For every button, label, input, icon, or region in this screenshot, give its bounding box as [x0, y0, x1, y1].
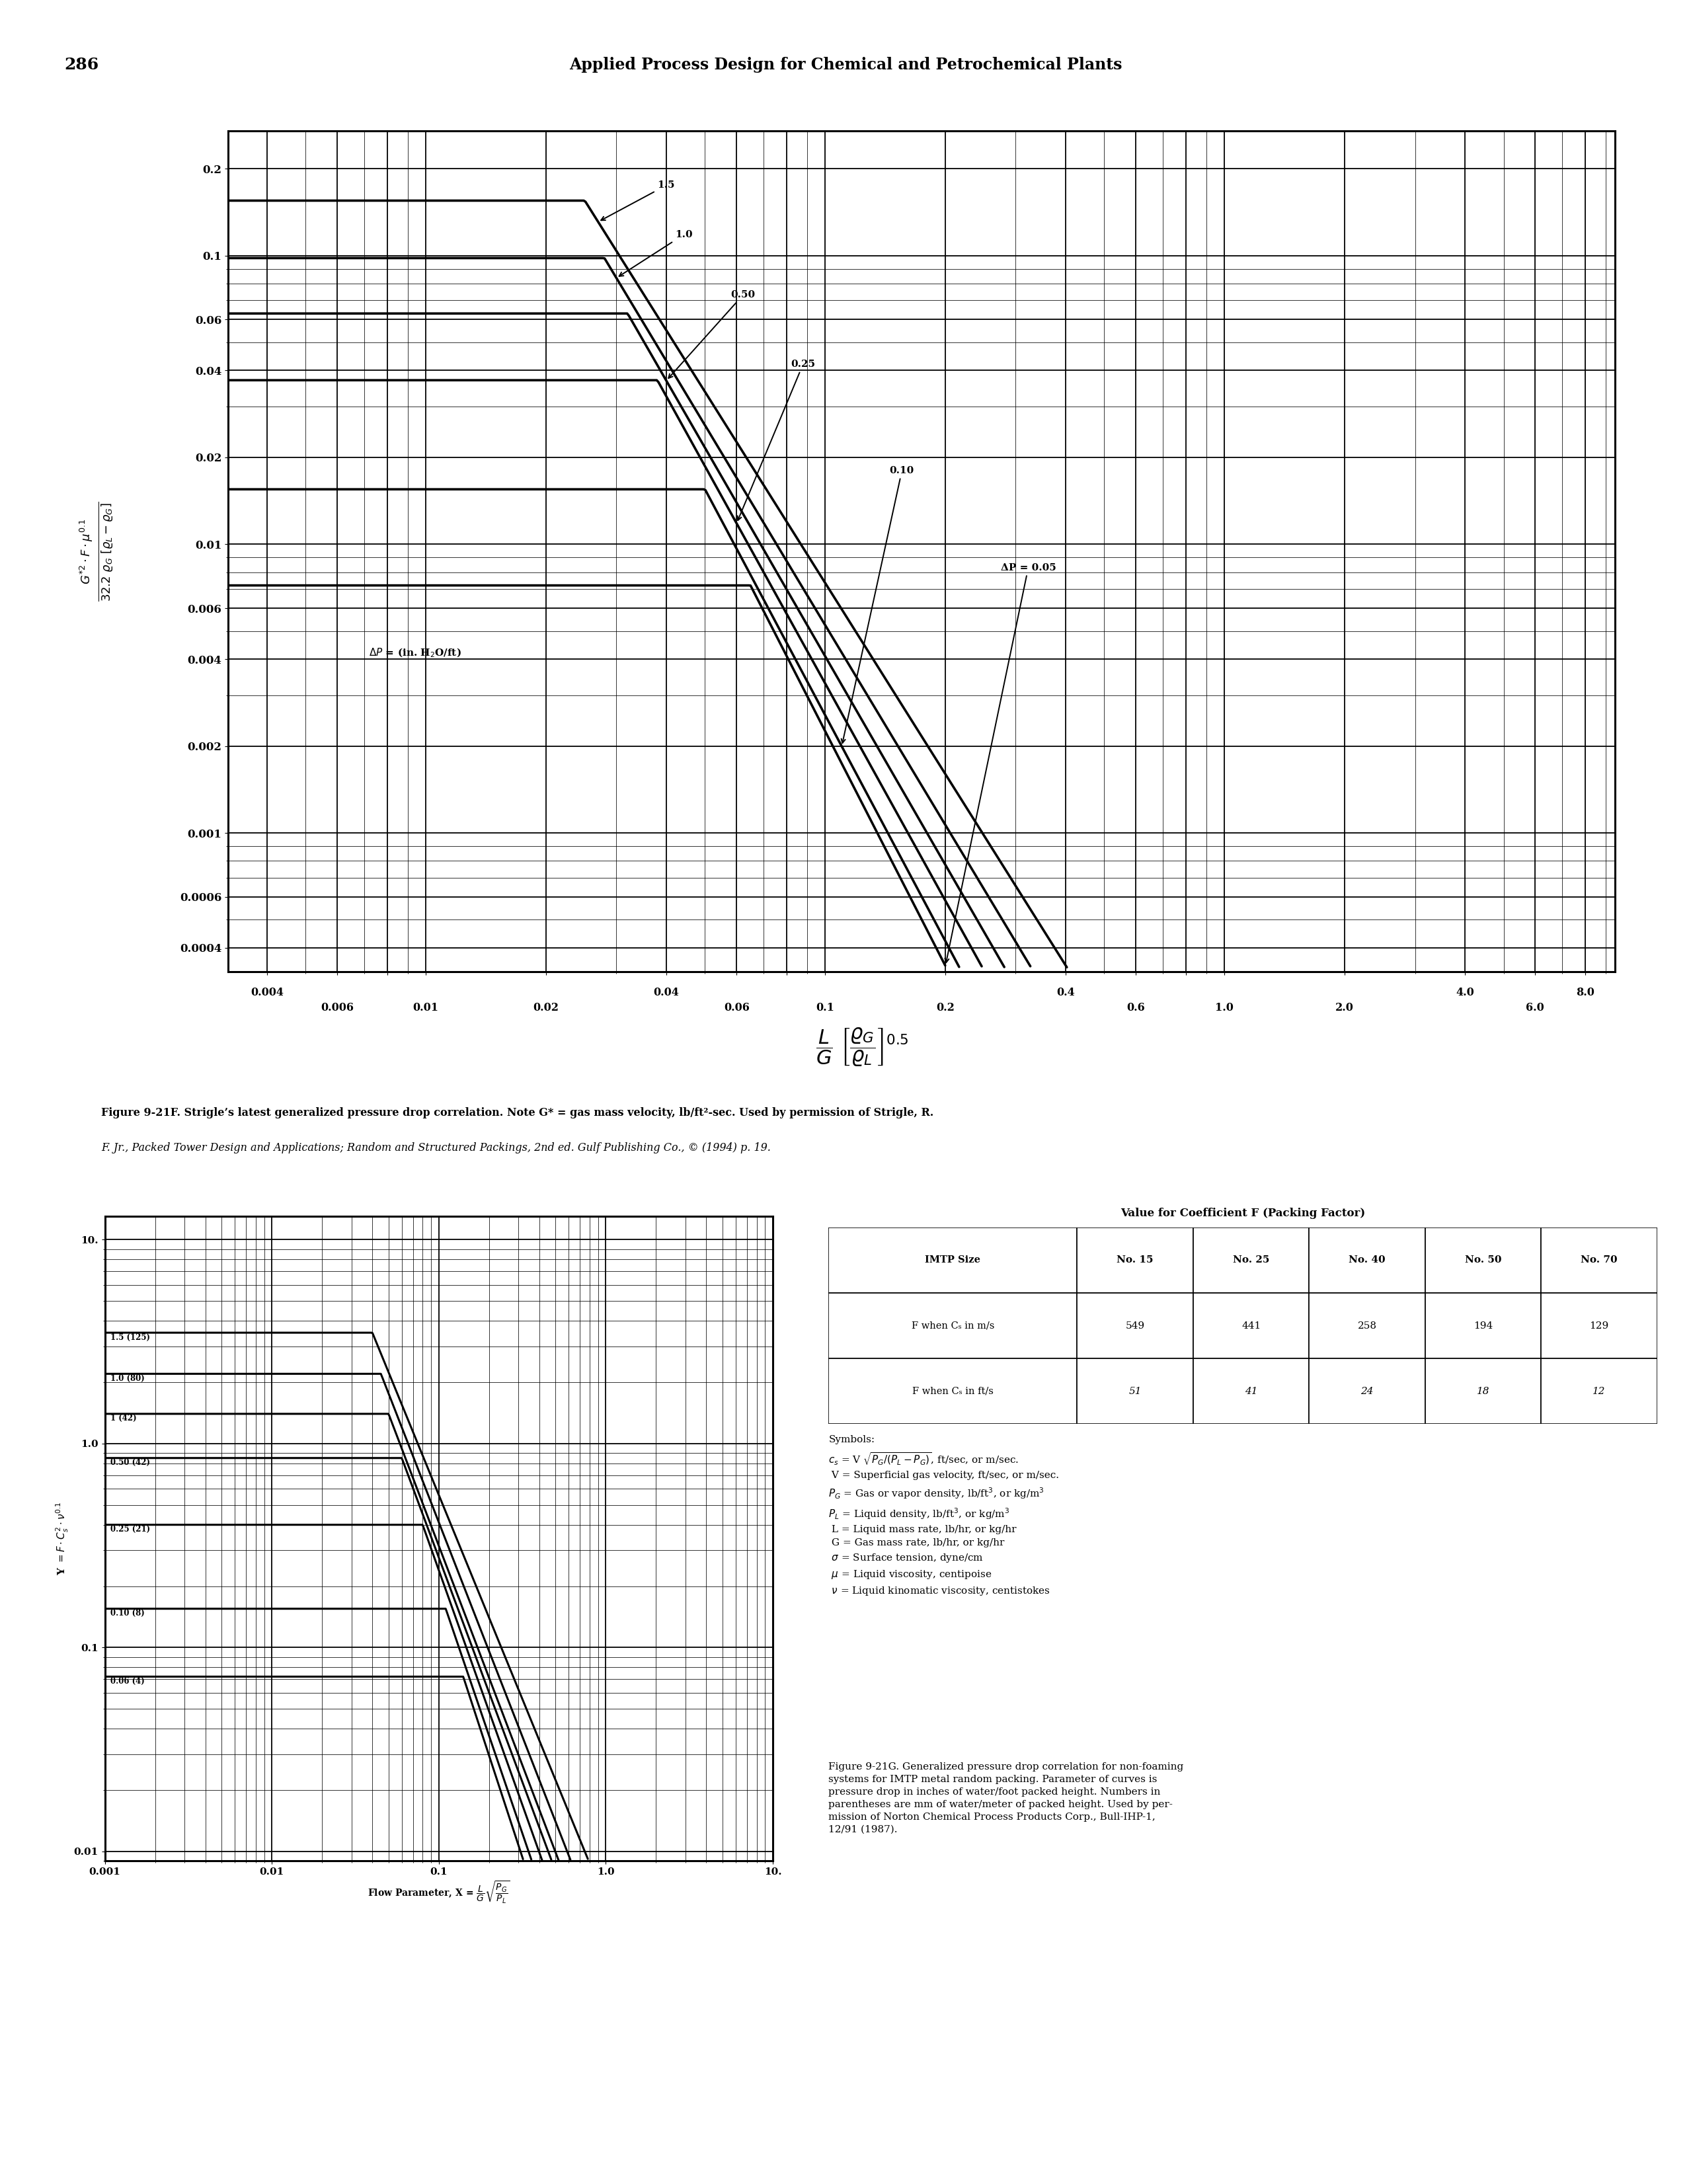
Text: 549: 549 [1126, 1321, 1145, 1330]
Text: 1.0: 1.0 [1216, 1002, 1234, 1013]
FancyBboxPatch shape [1426, 1227, 1541, 1293]
Text: Figure 9-21F. Strigle’s latest generalized pressure drop correlation. Note G* = : Figure 9-21F. Strigle’s latest generaliz… [101, 1107, 933, 1118]
FancyBboxPatch shape [1194, 1293, 1309, 1358]
FancyBboxPatch shape [1309, 1227, 1426, 1293]
Text: 0.4: 0.4 [1057, 987, 1075, 998]
FancyBboxPatch shape [1541, 1227, 1657, 1293]
Text: 1 (42): 1 (42) [110, 1413, 137, 1422]
Text: 194: 194 [1473, 1321, 1493, 1330]
Text: 12: 12 [1593, 1387, 1606, 1396]
Text: 41: 41 [1245, 1387, 1258, 1396]
Text: 6.0: 6.0 [1525, 1002, 1544, 1013]
FancyBboxPatch shape [829, 1293, 1077, 1358]
Text: 0.1: 0.1 [817, 1002, 834, 1013]
Text: 0.06 (4): 0.06 (4) [110, 1677, 145, 1686]
Text: $G^{*2}\cdot F\cdot\mu^{0.1}$
$\overline{32.2\ \varrho_G\ [\varrho_L-\varrho_G]}: $G^{*2}\cdot F\cdot\mu^{0.1}$ $\overline… [79, 502, 115, 601]
Text: 0.50 (42): 0.50 (42) [110, 1459, 150, 1468]
Text: 0.50: 0.50 [668, 290, 756, 378]
Text: 1.0 (80): 1.0 (80) [110, 1374, 145, 1382]
Text: F. Jr., Packed Tower Design and Applications; Random and Structured Packings, 2n: F. Jr., Packed Tower Design and Applicat… [101, 1142, 771, 1153]
Text: 2.0: 2.0 [1336, 1002, 1354, 1013]
FancyBboxPatch shape [1426, 1358, 1541, 1424]
Text: 0.25: 0.25 [737, 360, 815, 520]
FancyBboxPatch shape [829, 1358, 1077, 1424]
FancyBboxPatch shape [1077, 1358, 1194, 1424]
Y-axis label: Y $= F\cdot C_s^2\cdot\nu^{0.1}$: Y $= F\cdot C_s^2\cdot\nu^{0.1}$ [54, 1503, 69, 1575]
Text: No. 70: No. 70 [1581, 1256, 1618, 1265]
Text: No. 25: No. 25 [1233, 1256, 1270, 1265]
Text: Value for Coefficient F (Packing Factor): Value for Coefficient F (Packing Factor) [1121, 1208, 1365, 1219]
Text: 0.006: 0.006 [321, 1002, 353, 1013]
FancyBboxPatch shape [1194, 1227, 1309, 1293]
Text: No. 50: No. 50 [1464, 1256, 1502, 1265]
FancyBboxPatch shape [1077, 1227, 1194, 1293]
Text: 1.0: 1.0 [619, 229, 692, 275]
Text: No. 40: No. 40 [1349, 1256, 1385, 1265]
Text: 0.04: 0.04 [653, 987, 680, 998]
Text: 0.6: 0.6 [1126, 1002, 1145, 1013]
X-axis label: Flow Parameter, X = $\dfrac{L}{G}\sqrt{\dfrac{P_G}{P_L}}$: Flow Parameter, X = $\dfrac{L}{G}\sqrt{\… [367, 1880, 511, 1904]
Text: 0.10: 0.10 [842, 465, 915, 743]
Text: F when Cₛ in m/s: F when Cₛ in m/s [911, 1321, 994, 1330]
Text: 0.10 (8): 0.10 (8) [110, 1610, 145, 1618]
FancyBboxPatch shape [1309, 1358, 1426, 1424]
Text: 0.02: 0.02 [533, 1002, 560, 1013]
FancyBboxPatch shape [1077, 1293, 1194, 1358]
Text: $\Delta P$ = (in. H$_2$O/ft): $\Delta P$ = (in. H$_2$O/ft) [369, 646, 462, 660]
Text: 1.5 (125): 1.5 (125) [110, 1332, 150, 1341]
Text: 286: 286 [64, 57, 98, 72]
Text: 0.2: 0.2 [937, 1002, 955, 1013]
FancyBboxPatch shape [1309, 1293, 1426, 1358]
Text: Figure 9-21G. Generalized pressure drop correlation for non-foaming
systems for : Figure 9-21G. Generalized pressure drop … [829, 1762, 1184, 1835]
Text: 24: 24 [1361, 1387, 1373, 1396]
Text: F when Cₛ in ft/s: F when Cₛ in ft/s [911, 1387, 994, 1396]
Text: 0.004: 0.004 [250, 987, 284, 998]
Text: 51: 51 [1128, 1387, 1141, 1396]
Text: No. 15: No. 15 [1116, 1256, 1153, 1265]
Text: $\dfrac{L}{G}\ \left[\dfrac{\varrho_G}{\varrho_L}\right]^{0.5}$: $\dfrac{L}{G}\ \left[\dfrac{\varrho_G}{\… [815, 1026, 910, 1068]
Text: Symbols:
$c_s$ = V $\sqrt{P_G/(P_L-P_G)}$, ft/sec, or m/sec.
 V = Superficial ga: Symbols: $c_s$ = V $\sqrt{P_G/(P_L-P_G)}… [829, 1435, 1059, 1597]
Text: 441: 441 [1241, 1321, 1261, 1330]
Text: 0.25 (21): 0.25 (21) [110, 1524, 150, 1533]
FancyBboxPatch shape [1541, 1293, 1657, 1358]
FancyBboxPatch shape [829, 1227, 1077, 1293]
FancyBboxPatch shape [1426, 1293, 1541, 1358]
Text: IMTP Size: IMTP Size [925, 1256, 981, 1265]
Text: 0.01: 0.01 [413, 1002, 438, 1013]
Text: Applied Process Design for Chemical and Petrochemical Plants: Applied Process Design for Chemical and … [568, 57, 1123, 72]
Text: 1.5: 1.5 [600, 181, 675, 221]
Text: 18: 18 [1476, 1387, 1490, 1396]
FancyBboxPatch shape [1541, 1358, 1657, 1424]
Text: ΔP = 0.05: ΔP = 0.05 [945, 563, 1055, 963]
Text: 8.0: 8.0 [1576, 987, 1595, 998]
Text: 0.06: 0.06 [724, 1002, 749, 1013]
Text: 258: 258 [1358, 1321, 1376, 1330]
Text: 129: 129 [1590, 1321, 1608, 1330]
Text: 4.0: 4.0 [1456, 987, 1475, 998]
FancyBboxPatch shape [1194, 1358, 1309, 1424]
